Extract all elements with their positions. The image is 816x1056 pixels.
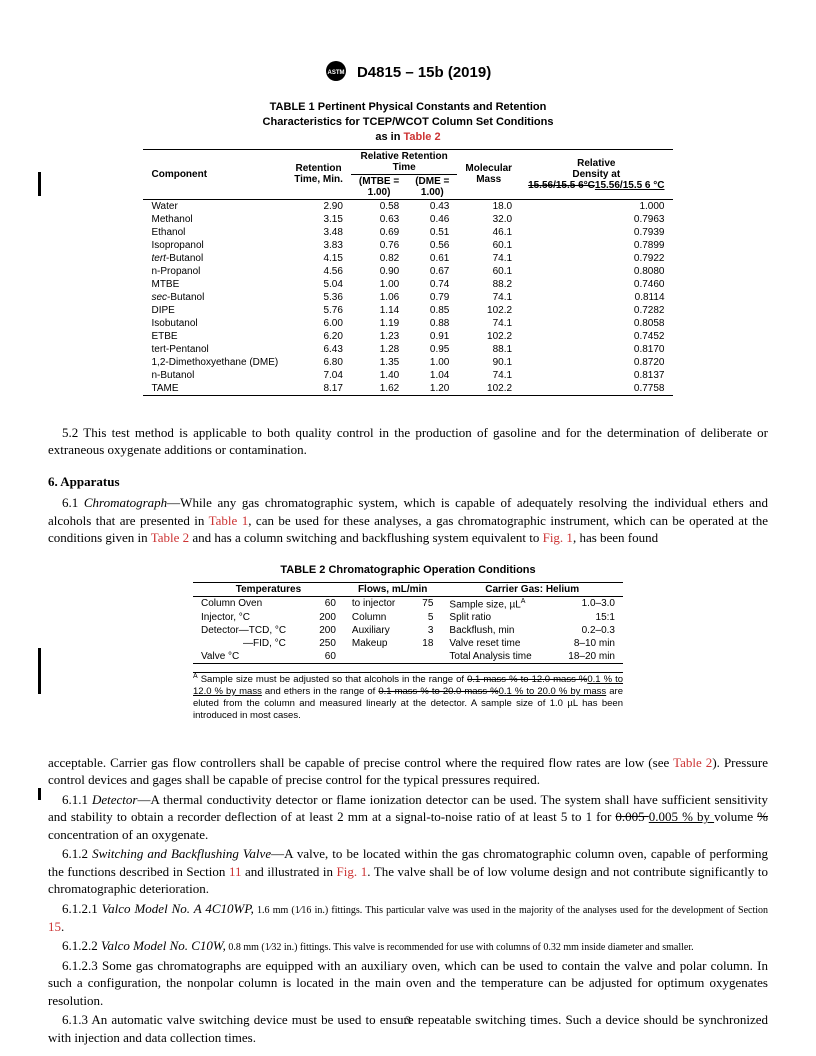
designation: D4815 – 15b (2019) — [357, 64, 491, 81]
table-row: n-Butanol7.041.401.0474.10.8137 — [143, 369, 672, 382]
table-row: TAME8.171.621.20102.20.7758 — [143, 382, 672, 396]
col-flows: Flows, mL/min — [344, 582, 442, 596]
table-row: Water2.900.580.4318.01.000 — [143, 199, 672, 213]
section-6-heading: 6. Apparatus — [48, 473, 768, 491]
table-row: Isobutanol6.001.190.8874.10.8058 — [143, 317, 672, 330]
astm-logo-icon: ASTM — [325, 60, 347, 86]
table1-title: TABLE 1 Pertinent Physical Constants and… — [48, 100, 768, 145]
svg-text:ASTM: ASTM — [327, 70, 344, 76]
para-6-1-1: 6.1.1 Detector—A thermal conductivity de… — [48, 791, 768, 844]
para-acceptable: acceptable. Carrier gas flow controllers… — [48, 754, 768, 789]
table-row: Ethanol3.480.690.5146.10.7939 — [143, 226, 672, 239]
table-row: Isopropanol3.830.760.5660.10.7899 — [143, 239, 672, 252]
table-row: Detector—TCD, °C200Auxiliary3Backflush, … — [193, 624, 623, 637]
para-5-2: 5.2 This test method is applicable to bo… — [48, 424, 768, 459]
table-row: DIPE5.761.140.85102.20.7282 — [143, 304, 672, 317]
table-row: sec-Butanol5.361.060.7974.10.8114 — [143, 291, 672, 304]
col-density: RelativeDensity at 15.56/15.5 6°C15.56/1… — [520, 149, 672, 199]
section11-ref[interactable]: 11 — [229, 864, 242, 879]
col-retention: RetentionTime, Min. — [286, 149, 351, 199]
table2-ref[interactable]: Table 2 — [151, 530, 189, 545]
page-number: 3 — [0, 1013, 816, 1028]
change-bar — [38, 788, 41, 800]
doc-header: ASTM D4815 – 15b (2019) — [48, 60, 768, 86]
table-row: Injector, °C200Column5Split ratio15:1 — [193, 611, 623, 624]
section15-ref[interactable]: 15 — [48, 919, 61, 934]
table2-ref[interactable]: Table 2 — [404, 131, 441, 143]
table-row: n-Propanol4.560.900.6760.10.8080 — [143, 265, 672, 278]
para-6-1-2-2: 6.1.2.2 Valco Model No. C10W, 0.8 mm (1⁄… — [48, 937, 768, 955]
table-row: —FID, °C250Makeup18Valve reset time8–10 … — [193, 637, 623, 650]
table-row: ETBE6.201.230.91102.20.7452 — [143, 330, 672, 343]
change-bar — [38, 648, 41, 694]
table-row: Methanol3.150.630.4632.00.7963 — [143, 213, 672, 226]
table2-footnote: A Sample size must be adjusted so that a… — [193, 672, 623, 722]
para-6-1: 6.1 Chromatograph—While any gas chromato… — [48, 494, 768, 547]
col-temperatures: Temperatures — [193, 582, 344, 596]
change-bar — [38, 172, 41, 196]
table-row: Valve °C60Total Analysis time18–20 min — [193, 650, 623, 664]
table-row: 1,2-Dimethoxyethane (DME)6.801.351.0090.… — [143, 356, 672, 369]
para-6-1-2-1: 6.1.2.1 Valco Model No. A 4C10WP, 1.6 mm… — [48, 900, 768, 935]
col-component: Component — [143, 149, 286, 199]
table-row: tert-Butanol4.150.820.6174.10.7922 — [143, 252, 672, 265]
table2-ref[interactable]: Table 2 — [673, 755, 712, 770]
table-row: tert-Pentanol6.431.280.9588.10.8170 — [143, 343, 672, 356]
table-row: Column Oven60to injector75Sample size, µ… — [193, 596, 623, 611]
col-rel-retention: Relative RetentionTime — [351, 149, 457, 174]
col-carrier: Carrier Gas: Helium — [441, 582, 623, 596]
col-dme: (DME =1.00) — [407, 174, 457, 199]
col-mass: MolecularMass — [457, 149, 520, 199]
table2: Temperatures Flows, mL/min Carrier Gas: … — [193, 582, 623, 664]
col-mtbe: (MTBE =1.00) — [351, 174, 407, 199]
para-6-1-2-3: 6.1.2.3 Some gas chromatographs are equi… — [48, 957, 768, 1010]
table1: Component RetentionTime, Min. Relative R… — [143, 149, 672, 396]
table2-title: TABLE 2 Chromatographic Operation Condit… — [48, 563, 768, 578]
para-6-1-2: 6.1.2 Switching and Backflushing Valve—A… — [48, 845, 768, 898]
table-row: MTBE5.041.000.7488.20.7460 — [143, 278, 672, 291]
table1-ref[interactable]: Table 1 — [209, 513, 249, 528]
fig1-ref[interactable]: Fig. 1 — [543, 530, 573, 545]
fig1-ref[interactable]: Fig. 1 — [337, 864, 368, 879]
